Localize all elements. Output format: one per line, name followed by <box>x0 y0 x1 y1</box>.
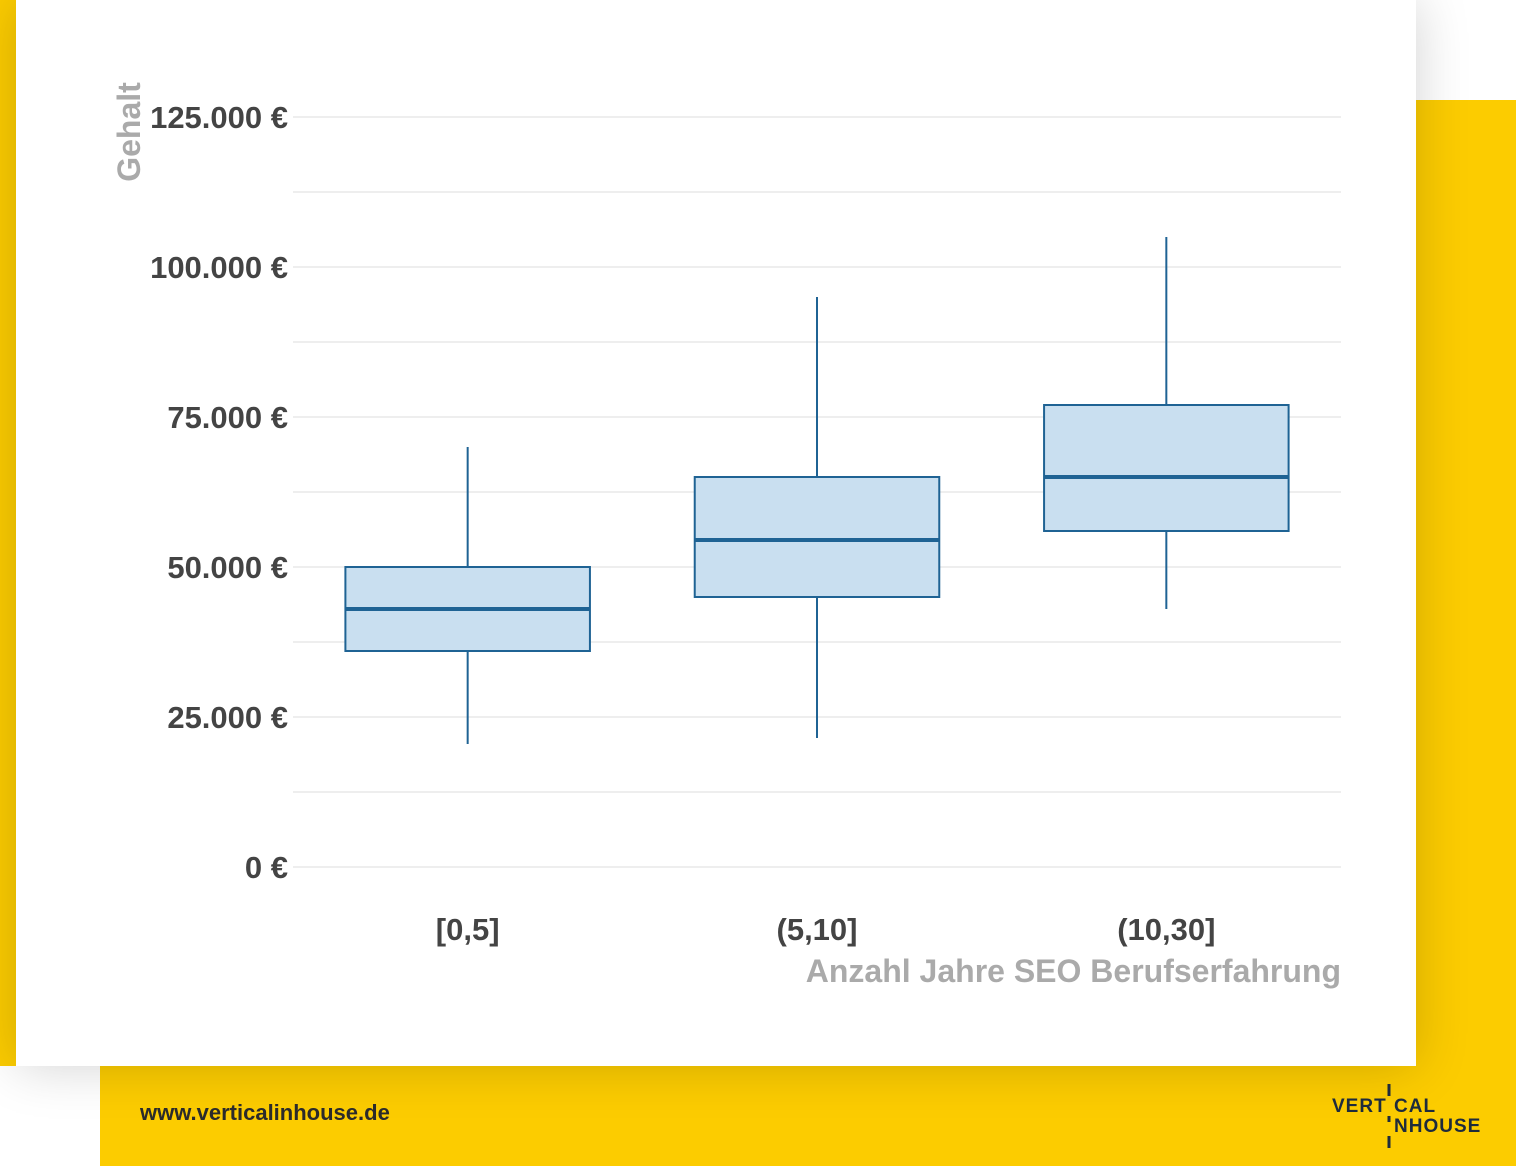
box-1 <box>344 447 591 744</box>
x-tick-labels: [0,5] (5,10] (10,30] <box>436 912 1216 947</box>
logo-text-cal: CAL <box>1394 1096 1437 1117</box>
x-tick-label: (10,30] <box>1117 912 1215 947</box>
x-tick-label: [0,5] <box>436 912 500 947</box>
logo-text-vert: VERT <box>1332 1096 1387 1117</box>
y-tick-label: 75.000 € <box>167 400 288 435</box>
y-tick-label: 0 € <box>245 850 288 885</box>
logo-cross-mark <box>1387 1084 1391 1148</box>
website-url[interactable]: www.verticalinhouse.de <box>140 1100 390 1125</box>
logo-text-nhouse: NHOUSE <box>1394 1116 1482 1137</box>
y-tick-label: 125.000 € <box>150 100 288 135</box>
box-3 <box>1043 237 1290 609</box>
chart-card: 0 € 25.000 € 50.000 € 75.000 € 100.000 € 125.… <box>16 0 1416 1066</box>
box-2 <box>693 297 941 738</box>
iqr-box <box>1043 404 1290 532</box>
x-axis-title: Anzahl Jahre SEO Berufserfahrung <box>806 953 1341 989</box>
y-tick-labels: 0 € 25.000 € 50.000 € 75.000 € 100.000 € 125.… <box>150 100 288 885</box>
accent-bar-left <box>0 0 16 1066</box>
x-tick-label: (5,10] <box>777 912 858 947</box>
y-tick-label: 100.000 € <box>150 250 288 285</box>
y-axis-title: Gehalt <box>111 82 147 182</box>
boxes <box>344 237 1290 744</box>
y-tick-label: 25.000 € <box>167 700 288 735</box>
iqr-box <box>693 476 941 598</box>
vertical-inhouse-logo: VERT CAL NHOUSE <box>1330 1082 1490 1152</box>
y-tick-label: 50.000 € <box>167 550 288 585</box>
boxplot-chart: 0 € 25.000 € 50.000 € 75.000 € 100.000 € 125.… <box>111 82 1341 989</box>
